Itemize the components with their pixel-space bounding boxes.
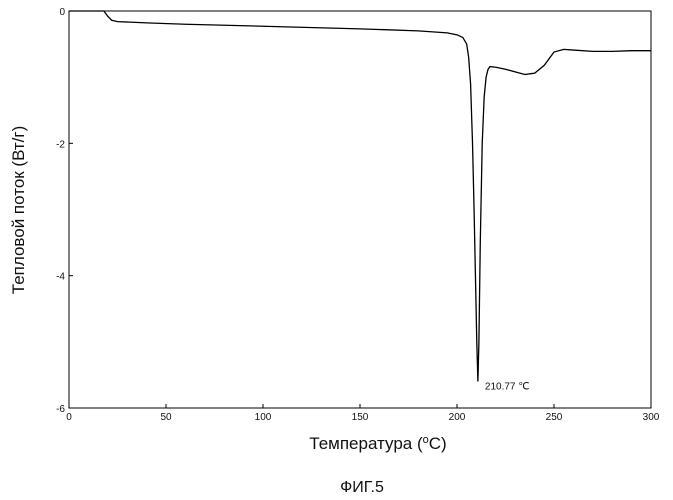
y-tick-label: -4: [56, 272, 65, 283]
y-tick-label: -2: [56, 139, 65, 150]
y-tick-label: 0: [59, 7, 65, 18]
x-tick-label: 250: [546, 412, 563, 423]
x-tick-label: 150: [352, 412, 369, 423]
x-tick-label: 200: [449, 412, 466, 423]
x-axis-title: Температура (oC): [309, 434, 446, 453]
y-ticks: 0 -2 -4 -6: [56, 7, 73, 415]
peak-annotation: 210.77 ℃: [485, 382, 530, 393]
annotations: 210.77 ℃: [485, 382, 530, 393]
x-tick-label: 0: [66, 412, 72, 423]
x-ticks: 0 50 100 150 200 250 300: [66, 404, 660, 423]
figure-caption: ФИГ.5: [340, 479, 384, 496]
x-tick-label: 100: [255, 412, 272, 423]
x-tick-label: 300: [643, 412, 660, 423]
y-tick-label: -6: [56, 404, 65, 415]
x-tick-label: 50: [160, 412, 172, 423]
y-axis-title: Тепловой поток (Вт/г): [9, 126, 28, 294]
plot-frame: [69, 11, 651, 408]
heat-flow-curve: [69, 11, 651, 382]
